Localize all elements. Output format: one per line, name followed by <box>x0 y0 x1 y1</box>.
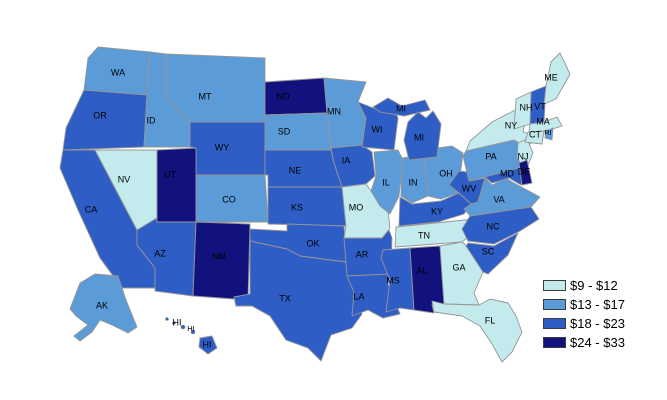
state-label-MD: MD <box>500 168 514 178</box>
state-label-MN: MN <box>327 106 341 116</box>
state-label-WA: WA <box>111 67 125 77</box>
legend-label: $9 - $12 <box>570 278 618 293</box>
state-label-AZ: AZ <box>154 248 166 258</box>
state-label-AR: AR <box>356 249 369 259</box>
state-label-SD: SD <box>278 126 291 136</box>
state-label-MA: MA <box>536 116 550 126</box>
legend-swatch <box>543 280 566 291</box>
state-KS <box>267 186 347 227</box>
state-label-GA: GA <box>452 262 465 272</box>
state-TX <box>233 240 363 362</box>
state-label-TN: TN <box>418 230 430 240</box>
state-label-MS: MS <box>386 275 400 285</box>
state-MI <box>372 97 431 117</box>
state-label-MI: MI <box>396 103 406 113</box>
state-label-NE: NE <box>289 165 302 175</box>
legend-item: $18 - $23 <box>543 314 625 333</box>
state-SD <box>264 112 332 151</box>
state-label-KS: KS <box>291 202 303 212</box>
state-label-NV: NV <box>118 174 131 184</box>
state-CT <box>524 130 545 145</box>
state-HI-island <box>165 317 169 321</box>
legend-item: $13 - $17 <box>543 295 625 314</box>
state-label-SC: SC <box>482 246 495 256</box>
state-HI-island <box>190 329 196 335</box>
state-label-CO: CO <box>222 194 236 204</box>
state-MT <box>165 53 266 123</box>
legend-label: $18 - $23 <box>570 316 625 331</box>
legend-item: $9 - $12 <box>543 276 625 295</box>
state-label-RI: RI <box>544 128 552 137</box>
state-label-LA: LA <box>353 291 364 301</box>
state-label-ME: ME <box>544 72 558 82</box>
state-label-HI: HI <box>173 317 182 327</box>
state-label-AL: AL <box>416 265 427 275</box>
state-MI <box>403 110 442 161</box>
state-ME <box>543 52 571 105</box>
state-SC <box>465 232 519 275</box>
state-AZ <box>136 217 197 297</box>
state-HI-island <box>180 324 186 330</box>
state-label-OH: OH <box>439 168 453 178</box>
state-IL <box>370 149 404 215</box>
legend-swatch <box>543 318 566 329</box>
state-label-MT: MT <box>199 91 212 101</box>
state-label-MI: MI <box>414 132 424 142</box>
state-DE <box>518 159 533 186</box>
state-label-VT: VT <box>534 101 546 111</box>
state-label-WY: WY <box>215 142 230 152</box>
state-FL <box>431 298 523 363</box>
state-OR <box>62 89 148 151</box>
state-label-KY: KY <box>431 206 443 216</box>
state-label-NM: NM <box>212 251 226 261</box>
state-label-OK: OK <box>306 238 319 248</box>
state-AK <box>69 273 138 342</box>
state-label-WV: WV <box>462 183 477 193</box>
state-label-NY: NY <box>505 120 518 130</box>
state-label-ID: ID <box>147 115 157 125</box>
state-label-FL: FL <box>485 315 496 325</box>
state-label-ND: ND <box>277 91 290 101</box>
state-label-NJ: NJ <box>518 151 529 161</box>
state-UT <box>156 147 197 223</box>
state-label-OR: OR <box>93 110 107 120</box>
state-label-VA: VA <box>493 194 504 204</box>
legend-item: $24 - $33 <box>543 333 625 352</box>
legend-swatch <box>543 337 566 348</box>
state-label-NC: NC <box>487 221 500 231</box>
legend-label: $24 - $33 <box>570 335 625 350</box>
state-label-IL: IL <box>382 177 390 187</box>
state-VA <box>463 177 541 217</box>
state-label-CT: CT <box>529 129 541 139</box>
state-label-PA: PA <box>485 151 496 161</box>
state-RI <box>544 127 554 141</box>
legend: $9 - $12 $13 - $17 $18 - $23 $24 - $33 <box>543 276 625 352</box>
state-label-IN: IN <box>409 177 418 187</box>
state-label-TX: TX <box>279 293 291 303</box>
state-ND <box>264 77 328 116</box>
state-label-AK: AK <box>96 300 108 310</box>
state-label-IA: IA <box>342 155 351 165</box>
state-HI <box>198 335 218 355</box>
state-HI-island <box>172 321 176 325</box>
state-label-MO: MO <box>349 202 364 212</box>
state-label-WI: WI <box>372 124 383 134</box>
state-label-HI: HI <box>187 324 195 333</box>
state-label-UT: UT <box>164 169 176 179</box>
state-label-HI: HI <box>203 339 212 349</box>
state-NC <box>461 206 540 245</box>
state-label-CA: CA <box>85 204 98 214</box>
state-NE <box>264 149 343 188</box>
state-MD <box>484 167 525 186</box>
state-label-DE: DE <box>518 166 531 176</box>
legend-label: $13 - $17 <box>570 297 625 312</box>
state-label-NH: NH <box>520 102 533 112</box>
legend-swatch <box>543 299 566 310</box>
